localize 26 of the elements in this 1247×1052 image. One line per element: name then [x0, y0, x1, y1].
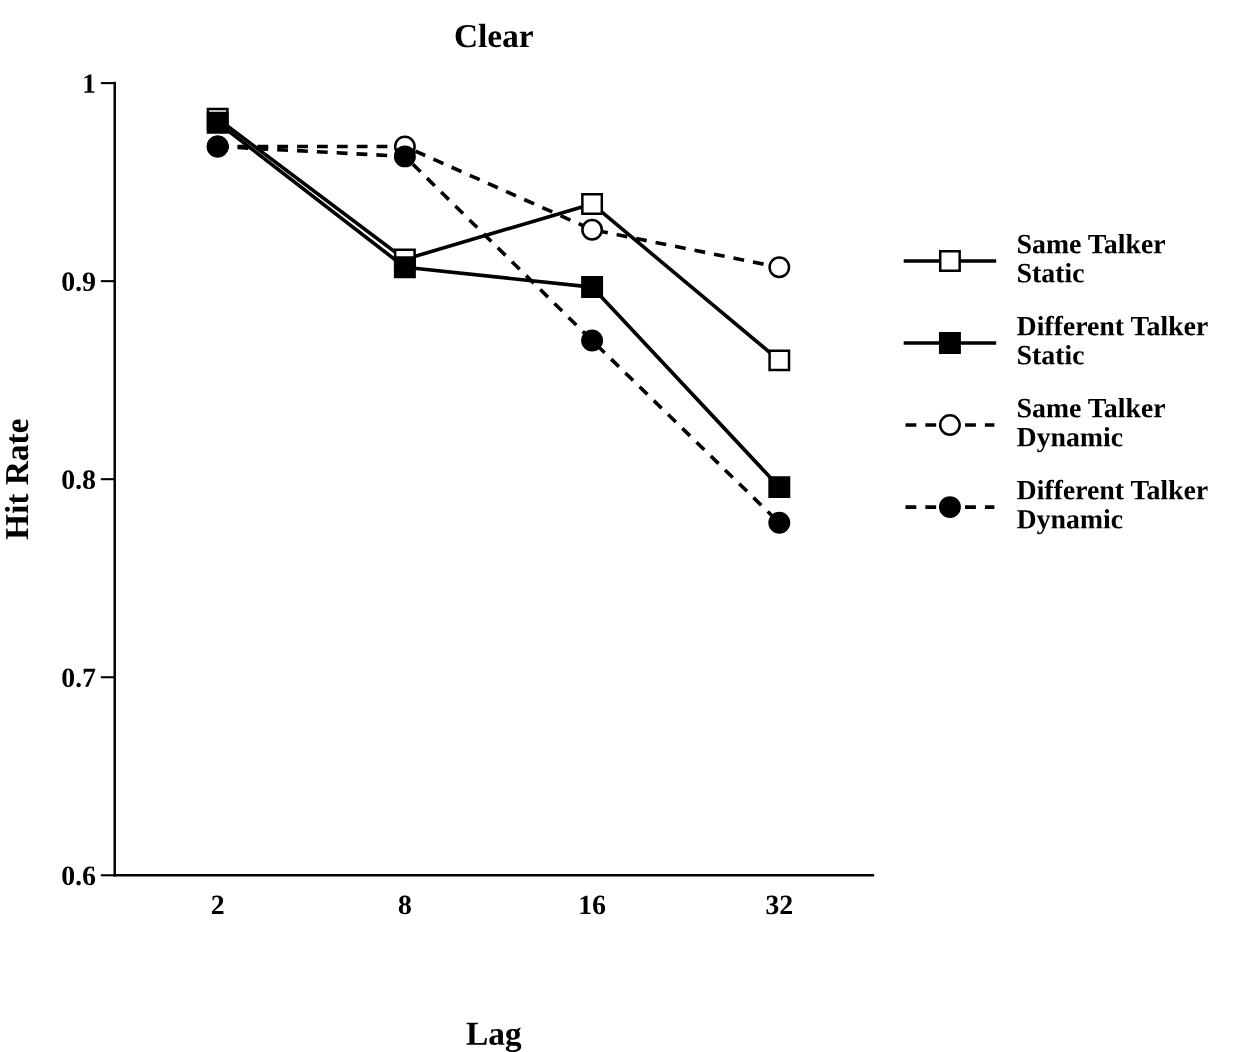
- y-tick-label: 0.8: [62, 470, 96, 490]
- y-tick-label: 0.6: [62, 866, 96, 886]
- y-tick-label: 0.9: [62, 272, 95, 292]
- point: [768, 511, 791, 534]
- x-axis-title: Lag: [466, 1022, 522, 1052]
- point: [581, 276, 604, 299]
- x-tick-label: 16: [580, 895, 606, 915]
- point: [768, 476, 791, 499]
- point: [768, 349, 791, 372]
- y-tick-label: 1: [84, 74, 95, 93]
- x-tick-label: 8: [398, 895, 411, 915]
- point: [581, 192, 604, 215]
- point: [393, 256, 416, 279]
- y-axis-title: Hit Rate: [4, 419, 29, 540]
- legend-label: Different Talker Static: [1017, 315, 1208, 365]
- point: [581, 218, 604, 241]
- x-tick-label: 2: [211, 895, 224, 914]
- legend-label: Same Talker Dynamic: [1017, 397, 1165, 453]
- legend-label: Same Talker Static: [1018, 233, 1165, 283]
- point: [393, 145, 416, 168]
- x-tick-label: 32: [766, 895, 792, 915]
- legend-label: Different Talker Dynamic: [1017, 479, 1208, 535]
- point: [581, 329, 604, 352]
- point: [768, 256, 791, 279]
- chart-title: Clear: [455, 23, 533, 48]
- y-tick-label: 0.7: [62, 668, 96, 688]
